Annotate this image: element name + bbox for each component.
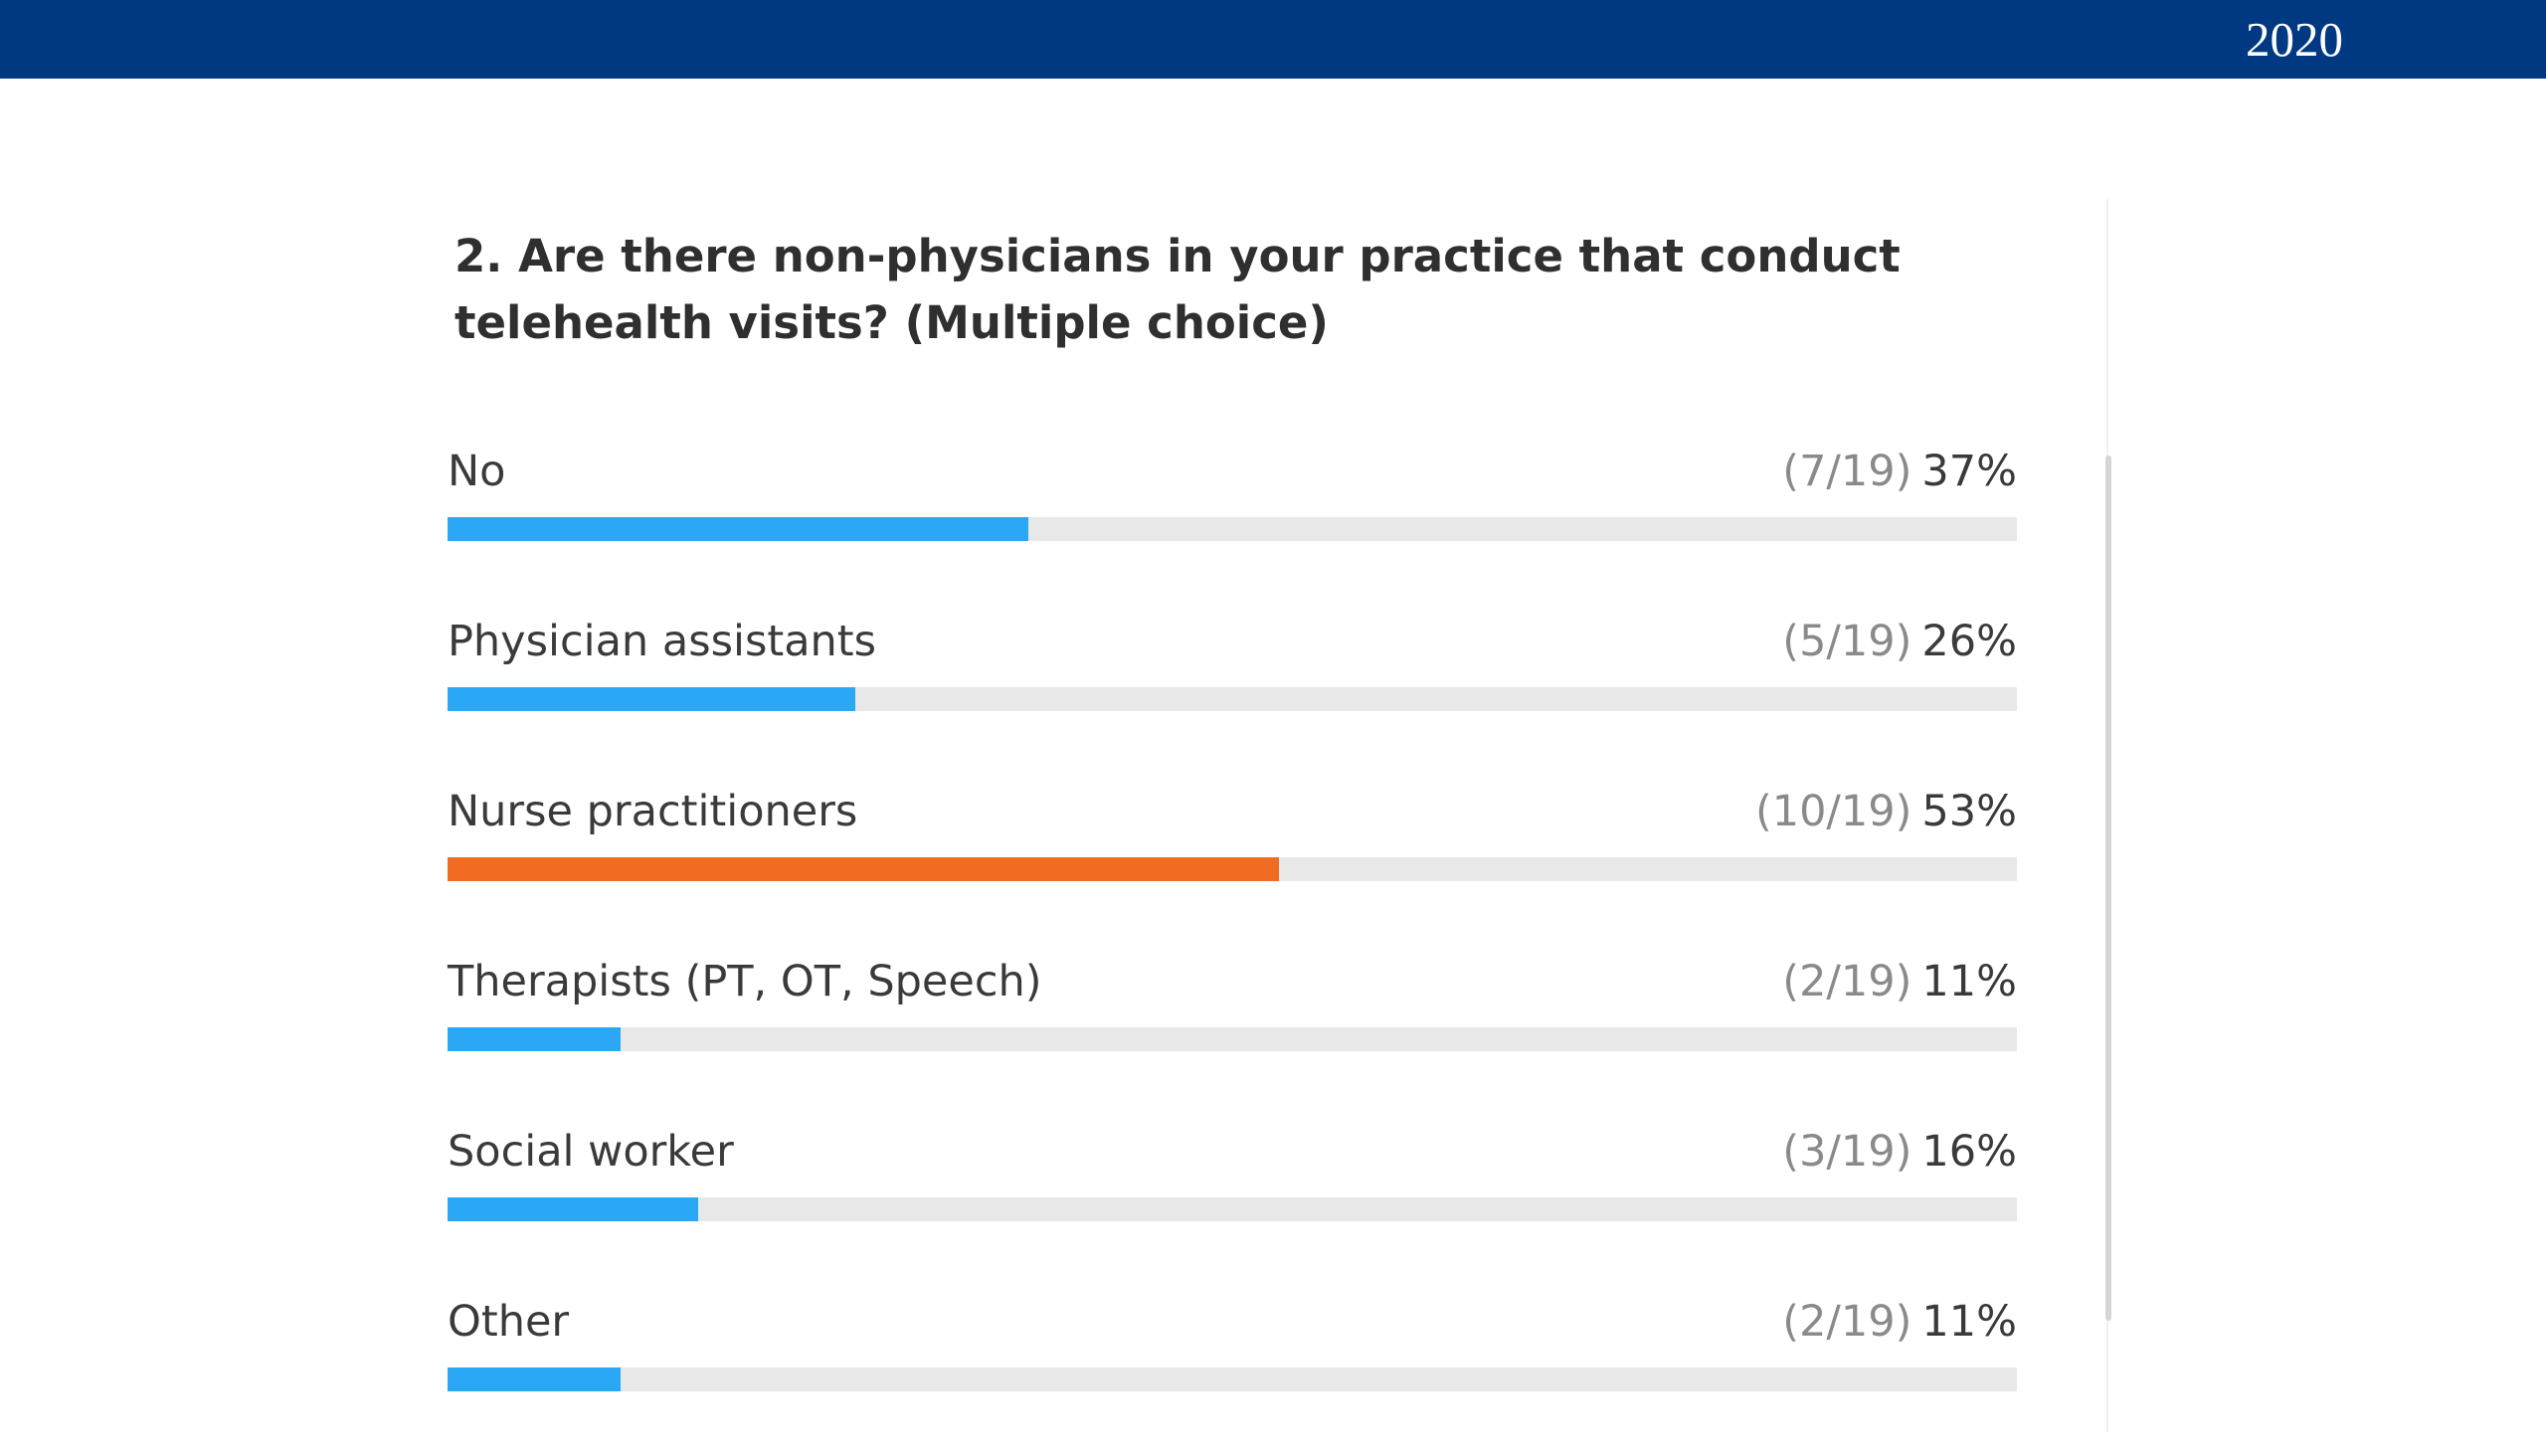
option-percent: 16% — [1921, 1127, 2017, 1177]
option-bar-track — [448, 1367, 2017, 1391]
option-label: Therapists (PT, OT, Speech) — [448, 957, 1042, 1006]
option-label: Social worker — [448, 1127, 734, 1177]
option-bar-fill — [448, 1367, 621, 1391]
option-bar-track — [448, 1027, 2017, 1051]
option-label: Nurse practitioners — [448, 787, 858, 836]
poll-option-social-worker: Social worker (3/19) 16% — [448, 1116, 2017, 1286]
option-count: (3/19) — [1782, 1127, 1912, 1177]
option-stats: (5/19) 26% — [1782, 616, 2017, 667]
option-percent: 53% — [1921, 787, 2017, 836]
poll-option-no: No (7/19) 37% — [448, 436, 2017, 606]
header-year: 2020 — [2246, 12, 2343, 67]
poll-option-physician-assistants: Physician assistants (5/19) 26% — [448, 606, 2017, 776]
option-stats: (10/19) 53% — [1755, 786, 2017, 837]
option-stats: (2/19) 11% — [1782, 956, 2017, 1007]
option-percent: 37% — [1921, 447, 2017, 496]
option-bar-track — [448, 1197, 2017, 1221]
scrollbar-thumb[interactable] — [2105, 455, 2111, 1321]
option-count: (5/19) — [1782, 617, 1912, 666]
option-label: Other — [448, 1297, 570, 1347]
option-count: (2/19) — [1782, 957, 1912, 1006]
option-percent: 26% — [1921, 617, 2017, 666]
poll-option-nurse-practitioners: Nurse practitioners (10/19) 53% — [448, 776, 2017, 946]
option-stats: (7/19) 37% — [1782, 446, 2017, 497]
option-label: No — [448, 447, 506, 496]
option-count: (7/19) — [1782, 447, 1912, 496]
option-percent: 11% — [1921, 1297, 2017, 1347]
poll-question: 2. Are there non-physicians in your prac… — [455, 230, 1901, 349]
option-bar-track — [448, 857, 2017, 881]
option-bar-fill — [448, 857, 1280, 881]
poll-options: No (7/19) 37% Physician assistants (5/19)… — [448, 436, 2017, 1456]
option-count: (10/19) — [1754, 787, 1912, 836]
option-stats: (3/19) 16% — [1782, 1126, 2017, 1178]
option-label: Physician assistants — [448, 617, 877, 666]
poll-option-therapists: Therapists (PT, OT, Speech) (2/19) 11% — [448, 946, 2017, 1116]
header-bar: 2020 — [0, 0, 2546, 79]
option-bar-fill — [448, 517, 1028, 541]
option-percent: 11% — [1921, 957, 2017, 1006]
option-bar-track — [448, 687, 2017, 711]
option-bar-fill — [448, 1197, 699, 1221]
poll-option-other: Other (2/19) 11% — [448, 1286, 2017, 1456]
option-bar-fill — [448, 1027, 621, 1051]
option-count: (2/19) — [1782, 1297, 1912, 1347]
option-stats: (2/19) 11% — [1782, 1296, 2017, 1348]
option-bar-fill — [448, 687, 856, 711]
option-bar-track — [448, 517, 2017, 541]
